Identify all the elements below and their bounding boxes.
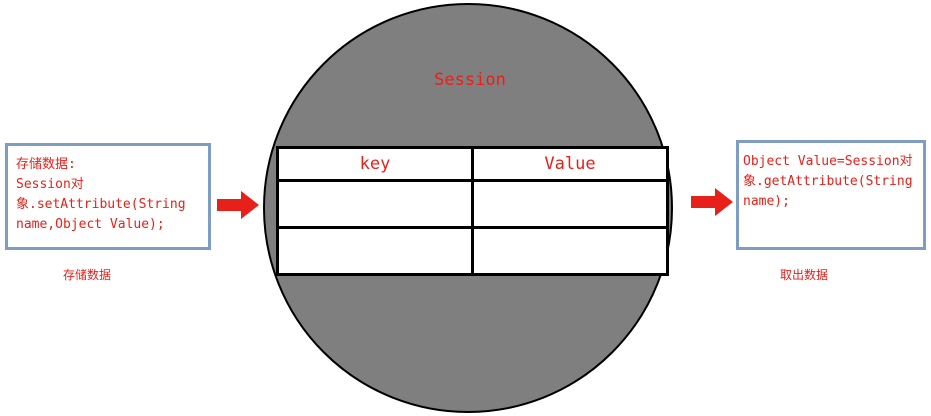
- table-row: [276, 226, 669, 276]
- right-arrow-icon: [691, 188, 733, 216]
- table-cell-key: [276, 226, 474, 276]
- right-arrow-icon: [217, 191, 259, 219]
- store-line-1: 存储数据:: [16, 157, 76, 172]
- table-cell-value: [471, 226, 669, 276]
- retrieve-data-box: Object Value=Session对 象.getAttribute(Stri…: [736, 140, 926, 250]
- store-line-4: name,Object Value);: [16, 217, 165, 232]
- value-column-header: Value: [471, 146, 669, 182]
- retrieve-line-3: name);: [743, 194, 790, 209]
- retrieve-line-1: Object Value=Session对: [743, 154, 913, 169]
- table-header-row: key Value: [276, 146, 669, 182]
- store-line-3: 象.setAttribute(String: [16, 197, 186, 212]
- table-row: [276, 179, 669, 229]
- table-cell-key: [276, 179, 474, 229]
- key-value-table: key Value: [276, 146, 669, 276]
- table-cell-value: [471, 179, 669, 229]
- retrieve-caption: 取出数据: [780, 268, 829, 282]
- store-line-2: Session对: [16, 177, 84, 192]
- store-caption: 存储数据: [63, 268, 112, 282]
- key-column-header: key: [276, 146, 474, 182]
- store-data-box: 存储数据: Session对象.setAttribute(String name,O…: [5, 143, 211, 250]
- session-label: Session: [434, 70, 506, 90]
- retrieve-line-2: 象.getAttribute(String: [743, 174, 913, 189]
